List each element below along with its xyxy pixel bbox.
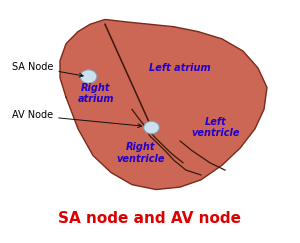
Text: Right
atrium: Right atrium — [78, 83, 114, 104]
Text: Left
ventricle: Left ventricle — [192, 117, 240, 138]
Text: SA Node: SA Node — [12, 62, 83, 77]
Circle shape — [144, 121, 159, 134]
Text: Left atrium: Left atrium — [149, 63, 211, 73]
Circle shape — [80, 70, 97, 83]
Text: SA node and AV node: SA node and AV node — [58, 211, 242, 226]
Text: AV Node: AV Node — [12, 110, 142, 128]
Polygon shape — [60, 19, 267, 190]
Text: Right
ventricle: Right ventricle — [117, 142, 165, 164]
